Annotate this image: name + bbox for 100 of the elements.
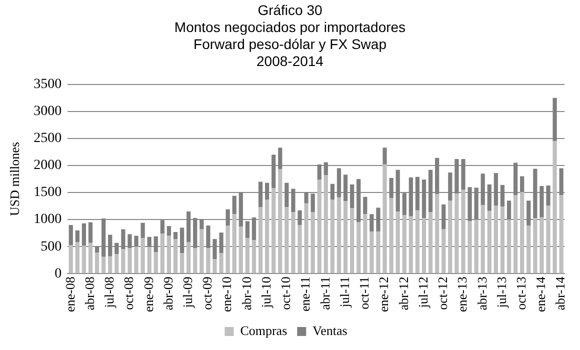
bar [272,188,276,274]
x-tick-label: ene-09 [140,276,156,312]
y-tick-label: 2500 [34,131,62,146]
y-tick-label: 3500 [34,77,62,92]
x-tick-label: jul-11 [336,276,352,308]
bar [121,249,126,274]
bar [461,190,466,274]
legend-label: Ventas [312,322,348,338]
bar [128,248,132,274]
bar [232,214,236,274]
bar [480,204,485,274]
bar [88,222,93,243]
bar [402,215,406,274]
x-tick-label: abr-14 [552,276,568,310]
bar [252,240,256,274]
bar [140,222,145,238]
x-tick-label: oct-10 [278,276,294,310]
x-tick-label: oct-13 [514,276,529,310]
bar [422,218,426,274]
x-tick-label: abr-09 [160,276,176,310]
y-tick-label: 500 [40,239,62,254]
bar [75,230,80,242]
bar [154,252,158,274]
chart-title: Gráfico 30 Montos negociados por importadores [173,2,407,36]
bar [435,194,440,274]
bar [82,223,86,246]
y-tick-label: 1500 [34,185,62,200]
y-tick-label: 2000 [34,158,62,174]
bar [245,238,250,274]
bar [160,234,164,274]
x-tick-label: abr-12 [396,276,411,310]
bar [278,169,282,274]
bar [75,242,80,274]
bar [376,231,380,274]
x-tick-label: jul-09 [180,276,195,309]
bar [284,207,289,274]
bar [310,212,315,274]
bar [140,238,145,274]
bar [520,192,524,274]
bar [317,180,322,274]
x-tick-label: oct-12 [435,276,450,310]
bar [114,254,119,274]
bar [454,194,459,274]
bar [68,224,73,245]
bar [166,226,172,236]
bar [219,253,224,274]
bar [468,221,472,274]
bar [226,226,230,274]
bar [258,207,263,274]
x-tick-label: jul-12 [415,276,430,309]
bar [448,200,452,274]
bar [343,201,348,274]
bar [513,195,518,274]
y-tick-label: 1000 [34,212,62,228]
bar [363,196,368,214]
bar [506,220,512,274]
bar [206,248,210,274]
bar [173,232,178,240]
bar [559,195,564,274]
x-tick-label: abr-10 [238,276,254,310]
x-tick-label: oct-08 [121,276,136,310]
bar [264,200,270,274]
bar [533,218,538,274]
bar [500,206,505,274]
bar [408,216,413,274]
bar [428,212,433,274]
bar [546,206,550,274]
bar [94,252,100,274]
y-tick-label: 3000 [34,104,62,120]
bar [291,212,296,274]
bar [134,246,138,274]
bar [415,210,420,274]
y-tick-label: 0 [54,266,62,282]
x-tick-label: abr-13 [474,276,490,310]
x-tick-label: jul-08 [102,276,117,309]
bar [370,231,374,274]
bar [330,200,335,274]
bar [389,198,394,274]
x-tick-label: abr-08 [82,276,97,310]
y-axis-title: USD millones [7,142,22,216]
bar [526,226,531,274]
x-tick-label: oct-11 [356,276,372,310]
x-tick-label: jul-10 [258,276,274,309]
x-tick-label: oct-09 [200,276,215,310]
bar [396,211,400,274]
bar [166,236,172,274]
bar [487,210,492,274]
x-tick-label: abr-11 [317,276,332,310]
x-tick-label: ene-11 [298,276,313,312]
bar [232,196,236,214]
bar [382,164,387,274]
x-tick-label: ene-13 [454,276,470,312]
bar [82,246,86,274]
bar [336,197,342,274]
bar [102,256,106,274]
legend-label: Compras [240,322,288,338]
bar [363,214,368,274]
bar [88,242,93,274]
bar [494,206,498,274]
bar [200,229,204,274]
